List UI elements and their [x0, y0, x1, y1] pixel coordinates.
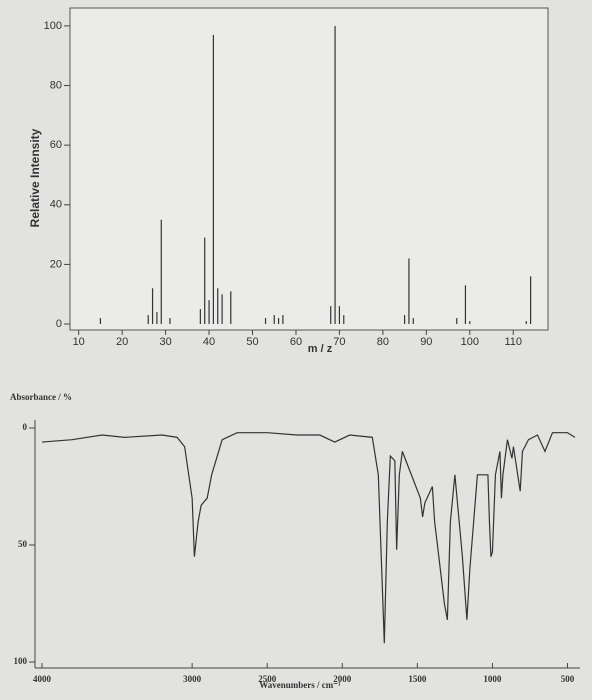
x-tick-label: 3000	[183, 674, 202, 684]
x-tick-label: 50	[246, 336, 258, 348]
x-tick-label: 1500	[408, 674, 427, 684]
x-tick-label: 30	[159, 336, 171, 348]
y-tick-label: 100	[14, 656, 28, 666]
x-tick-label: 90	[420, 336, 432, 348]
ms-y-label: Relative Intensity	[28, 128, 42, 227]
x-tick-label: 40	[203, 336, 215, 348]
x-tick-label: 20	[116, 336, 128, 348]
x-tick-label: 100	[461, 336, 479, 348]
x-tick-label: 10	[73, 336, 85, 348]
y-tick-label: 80	[50, 79, 62, 91]
y-tick-label: 100	[44, 20, 62, 32]
x-tick-label: 2500	[258, 674, 277, 684]
x-tick-label: 2000	[333, 674, 352, 684]
y-tick-label: 0	[23, 422, 28, 432]
x-tick-label: 70	[333, 336, 345, 348]
y-tick-label: 60	[50, 139, 62, 151]
x-tick-label: 4000	[33, 674, 52, 684]
ms-frame	[69, 7, 549, 331]
spectrum	[41, 432, 576, 644]
x-tick-label: 80	[377, 336, 389, 348]
y-tick-label: 50	[18, 539, 28, 549]
y-tick-label: 20	[50, 258, 62, 270]
y-tick-label: 40	[50, 199, 62, 211]
x-tick-label: 1000	[483, 674, 502, 684]
ir-x-label: Wavenumbers / cm⁻¹	[259, 680, 341, 690]
ms-x-label: m / z	[308, 343, 333, 355]
x-tick-label: 500	[561, 674, 575, 684]
x-tick-label: 60	[290, 336, 302, 348]
y-tick-label: 0	[56, 318, 62, 330]
x-tick-label: 110	[504, 336, 522, 348]
ir-y-label: Absorbance / %	[10, 392, 72, 402]
